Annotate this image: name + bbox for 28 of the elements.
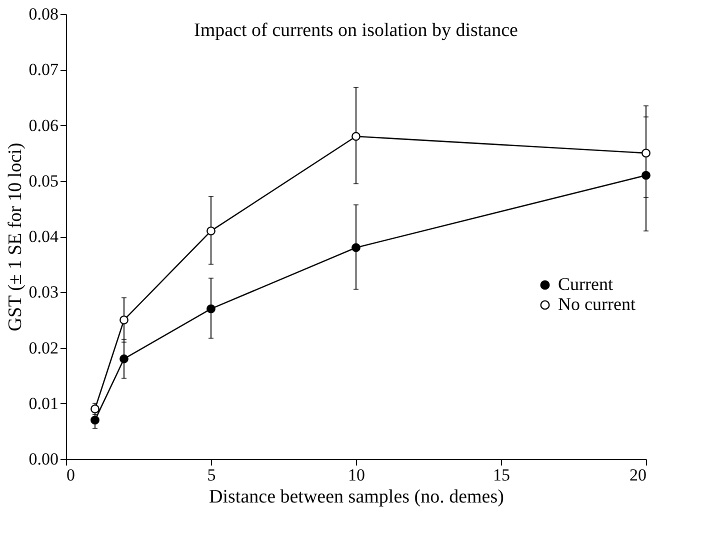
y-axis-title: GST (± 1 SE for 10 loci) (4, 142, 26, 332)
x-tick-label: 15 (493, 466, 510, 484)
point (90, 416, 100, 425)
point (642, 148, 650, 158)
x-tick-label: 20 (630, 466, 646, 484)
y-tick-label: 0.00 (28, 450, 58, 468)
legend-label: No current (558, 294, 636, 314)
point (352, 132, 360, 141)
chart-title: Impact of currents on isolation by distance (194, 20, 518, 41)
x-tick-label: 0 (66, 466, 75, 484)
point (352, 243, 360, 252)
y-tick-label: 0.08 (28, 4, 58, 24)
y-tick-label: 0.04 (28, 227, 59, 246)
y-tick-label: 0.01 (28, 394, 58, 413)
y-tick-label: 0.02 (28, 338, 58, 358)
point (120, 315, 128, 324)
y-tick-label: 0.05 (28, 171, 58, 190)
legend-label: Current (558, 274, 613, 294)
x-tick-label: 10 (348, 466, 365, 484)
x-axis-title: Distance between samples (no. demes) (209, 486, 504, 508)
y-tick-label: 0.03 (28, 282, 58, 302)
y-tick-label: 0.07 (28, 60, 59, 80)
point (206, 226, 216, 236)
point (206, 304, 216, 314)
x-tick-label: 5 (207, 466, 216, 484)
y-tick-label: 0.06 (28, 116, 58, 135)
point (642, 170, 650, 180)
point (120, 354, 128, 364)
